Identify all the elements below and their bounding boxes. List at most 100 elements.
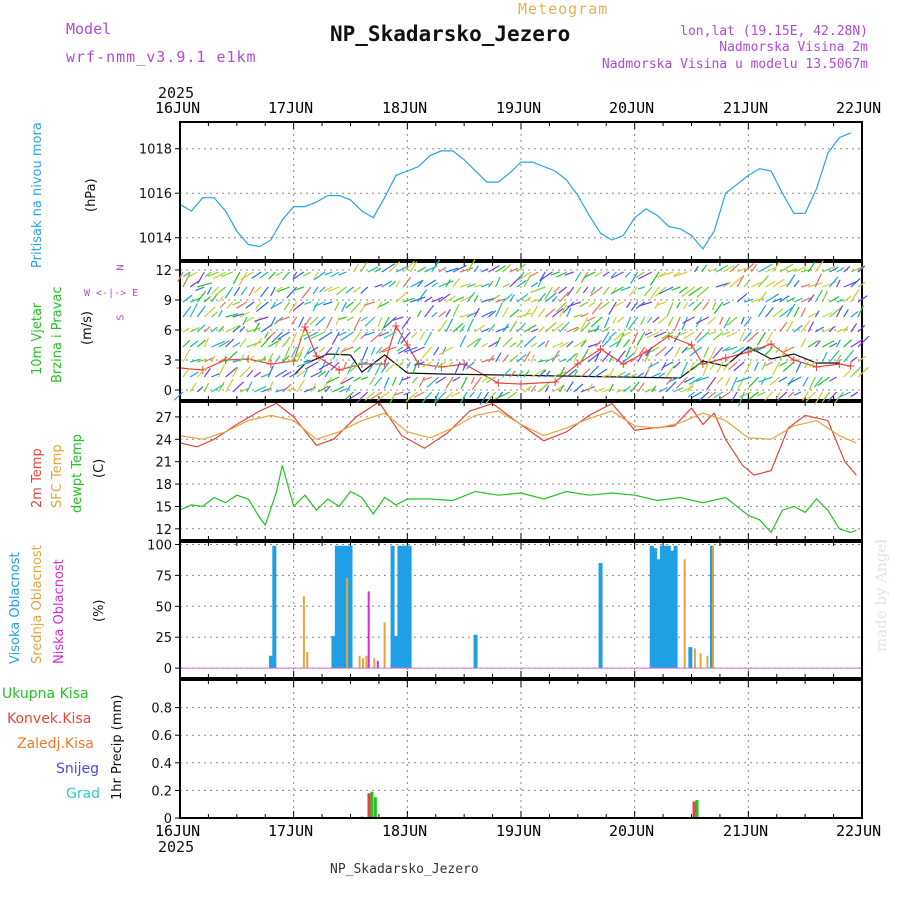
wind-arrow <box>530 286 546 293</box>
wind-arrow <box>741 346 752 353</box>
wind-arrow <box>460 376 468 390</box>
wind-arrow <box>232 301 241 306</box>
wind-arrow <box>598 301 610 311</box>
wind-arrow <box>758 376 773 383</box>
day-label-top: 16JUN <box>155 99 201 117</box>
wind-arrow <box>210 286 219 295</box>
wind-arrow <box>203 306 216 318</box>
wind-arrow <box>779 321 788 333</box>
wind-arrow <box>421 391 433 403</box>
wind-arrow <box>226 301 234 309</box>
temp2m-line <box>179 401 857 476</box>
wind-arrow <box>352 286 361 293</box>
wind-arrow <box>761 361 767 371</box>
wind-arrow <box>404 346 418 353</box>
wind-arrow <box>692 301 703 311</box>
wind-arrow <box>530 305 539 318</box>
wind-arrow <box>756 331 767 346</box>
wind-arrow <box>473 338 482 348</box>
wind-arrow <box>691 391 702 399</box>
wind-arrow <box>614 331 624 341</box>
day-label-top: 22JUN <box>836 99 882 117</box>
wind-arrow <box>708 346 717 362</box>
wind-arrow <box>757 304 767 318</box>
gust-marker: + <box>391 319 401 333</box>
wind-arrow <box>466 361 475 370</box>
lonlat-label: lon,lat (19.15E, 42.28N) <box>680 24 868 39</box>
wind-arrow <box>638 301 653 307</box>
wind-arrow <box>646 331 660 339</box>
wind-arrow <box>620 331 631 339</box>
wind-arrow <box>292 271 305 280</box>
wind-arrow <box>702 301 710 311</box>
wind-arrow <box>637 354 643 363</box>
wind-arrow <box>454 361 461 376</box>
wind-arrow <box>345 384 352 393</box>
wind-arrow <box>502 323 510 333</box>
wind-arrow <box>625 346 632 358</box>
wind-arrow <box>594 271 603 278</box>
wind-arrow <box>422 361 432 368</box>
wind-arrow <box>207 271 219 277</box>
wind-arrow <box>523 296 532 303</box>
y-tick-label: 75 <box>155 569 172 584</box>
wind-arrow <box>452 277 461 288</box>
wind-arrow <box>821 351 828 363</box>
wind-arrow <box>398 376 404 386</box>
wind-arrow <box>182 327 190 333</box>
wind-arrow <box>315 316 326 327</box>
y-tick-label: 15 <box>155 500 172 515</box>
wind-arrow <box>495 336 501 348</box>
wind-arrow <box>566 326 579 333</box>
year-label-top: 2025 <box>158 84 195 102</box>
altitude-label: Nadmorska Visina 2m <box>719 40 868 55</box>
wind-arrow <box>630 381 640 393</box>
wind-arrow <box>733 361 745 372</box>
wind-arrow <box>502 263 512 273</box>
wind-arrow <box>807 261 816 273</box>
wind-arrow <box>353 376 361 382</box>
wind-arrow <box>608 367 615 378</box>
wind-arrow <box>211 311 218 318</box>
wind-arrow <box>857 265 866 273</box>
y-tick-label: 0 <box>164 662 172 677</box>
day-label-top: 21JUN <box>723 99 769 117</box>
wind-arrow <box>509 275 522 288</box>
wind-arrow <box>324 385 331 393</box>
wind-arrow <box>516 263 526 273</box>
wind-arrow <box>452 376 461 382</box>
wind-arrow <box>736 275 745 288</box>
wind-arrow <box>245 301 255 309</box>
wind-arrow <box>225 366 238 378</box>
wind-arrow <box>829 350 840 363</box>
wind-arrow <box>323 301 333 306</box>
wind-arrow <box>418 376 426 388</box>
high-cloud-bar <box>331 635 336 669</box>
wind-arrow <box>706 376 717 390</box>
y-tick-label: 0.6 <box>151 729 172 744</box>
wind-arrow <box>438 346 454 355</box>
precip-plot-area <box>180 680 862 818</box>
y-tick-label: 3 <box>164 354 172 369</box>
wind-arrow <box>793 324 803 333</box>
wind-arrow <box>804 361 809 369</box>
wind-arrow <box>253 337 263 348</box>
wind-arrow <box>551 350 560 363</box>
gust-marker: + <box>686 338 696 352</box>
wind-arrow <box>260 286 269 298</box>
wind-arrow <box>726 331 738 338</box>
wind-arrow <box>850 338 864 348</box>
wind-arrow <box>352 331 362 344</box>
wind-arrow <box>537 341 546 348</box>
wind-arrow <box>303 346 312 359</box>
wind-arrow <box>715 264 729 273</box>
wind-arrow <box>725 346 738 352</box>
wind-arrow <box>537 293 546 303</box>
wind-arrow <box>488 280 494 288</box>
high-cloud-bar <box>272 545 277 669</box>
wind-arrow <box>298 316 305 328</box>
wind-arrow <box>270 301 283 309</box>
wind-arrow <box>388 280 397 288</box>
wind-arrow <box>459 325 466 333</box>
wind-arrow <box>681 316 688 331</box>
